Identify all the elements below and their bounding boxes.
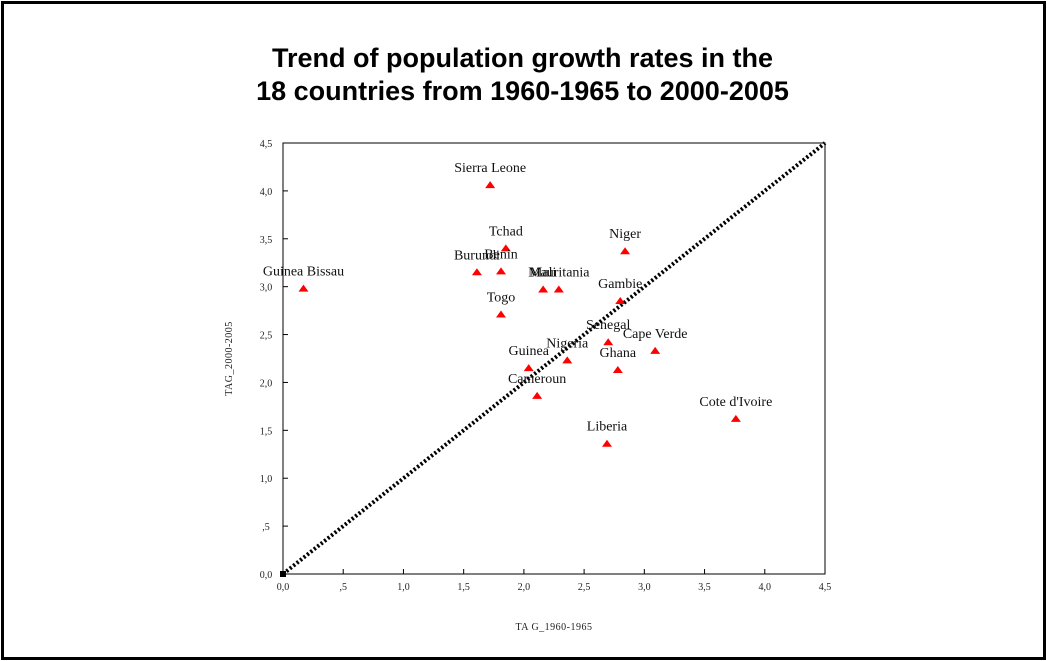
x-axis-label: TA G_1960-1965 <box>515 622 592 633</box>
reference-diagonal-line <box>281 141 827 576</box>
x-tick-label: 4,5 <box>819 582 832 593</box>
data-point-label: Gambie <box>598 277 642 292</box>
data-point-marker <box>500 244 511 252</box>
y-tick-label: 0,0 <box>260 570 273 581</box>
x-tick-label: 2,5 <box>578 582 591 593</box>
x-tick-label: 3,0 <box>638 582 651 593</box>
data-point-marker <box>496 267 507 275</box>
data-point-label: Cameroun <box>508 372 566 387</box>
chart-title-line1: Trend of population growth rates in the <box>272 43 773 73</box>
y-tick-label: 4,0 <box>260 187 273 198</box>
data-point-marker <box>471 268 482 276</box>
x-tick-label: 3,5 <box>698 582 711 593</box>
y-tick-label: 1,5 <box>260 426 273 437</box>
data-point-label: Ghana <box>600 346 637 361</box>
data-point-label: Senegal <box>586 318 630 333</box>
data-point-label: Cote d'Ivoire <box>699 395 772 410</box>
data-point-marker <box>615 297 626 305</box>
y-tick-label: ,5 <box>262 522 270 533</box>
data-point-marker <box>562 356 573 364</box>
data-point-marker <box>298 284 309 292</box>
data-point-label: Togo <box>487 290 516 305</box>
x-axis-ticks: 0,0 ,5 1,0 1,5 2,0 2,5 3,0 3,5 4,0 4,5 <box>277 569 832 593</box>
plot-background <box>232 118 840 646</box>
data-point-label: Benin <box>484 247 517 262</box>
y-tick-label: 3,5 <box>260 235 273 246</box>
y-axis-label: TAG_2000-2005 <box>224 321 235 396</box>
data-point-label: Sierra Leone <box>454 161 526 176</box>
data-point-label: Guinea Bissau <box>263 265 344 280</box>
data-point-marker <box>601 439 612 447</box>
data-point-label: Liberia <box>587 420 628 435</box>
data-point-label: Niger <box>609 227 641 242</box>
plot-area-box <box>282 142 826 575</box>
data-point-marker <box>730 414 741 422</box>
data-point-label: Mali <box>530 266 557 281</box>
data-point-label: Nigeria <box>546 336 589 351</box>
x-tick-label: 2,0 <box>518 582 531 593</box>
data-point-marker <box>612 365 623 373</box>
x-tick-label: 1,5 <box>457 582 470 593</box>
y-axis-ticks: 0,0 ,5 1,0 1,5 2,0 2,5 3,0 3,5 4,0 4,5 <box>260 139 288 581</box>
data-point-label: Burundi <box>454 248 500 263</box>
data-point-label: Cape Verde <box>623 327 688 342</box>
x-tick-label: 4,0 <box>759 582 772 593</box>
data-point-marker <box>538 285 549 293</box>
data-point-label: Mauritania <box>528 266 590 281</box>
x-tick-label: 1,0 <box>397 582 410 593</box>
y-tick-label: 4,5 <box>260 139 273 150</box>
data-point-marker <box>620 247 631 255</box>
data-point-marker <box>603 338 614 346</box>
y-tick-label: 2,5 <box>260 331 273 342</box>
data-point-marker <box>496 310 507 318</box>
data-point-marker <box>532 391 543 399</box>
y-tick-label: 1,0 <box>260 474 273 485</box>
y-tick-label: 3,0 <box>260 283 273 294</box>
chart-title: Trend of population growth rates in the … <box>0 42 1045 108</box>
data-point-label: Guinea <box>508 344 549 359</box>
data-point-marker <box>650 346 661 354</box>
chart-title-line2: 18 countries from 1960-1965 to 2000-2005 <box>256 76 789 106</box>
x-tick-label: ,5 <box>339 582 347 593</box>
y-tick-label: 2,0 <box>260 378 273 389</box>
data-point-label: Tchad <box>489 224 523 239</box>
data-point-marker <box>485 181 496 189</box>
data-point-marker <box>523 364 534 372</box>
x-tick-label: 0,0 <box>277 582 290 593</box>
data-point-marker <box>553 285 564 293</box>
